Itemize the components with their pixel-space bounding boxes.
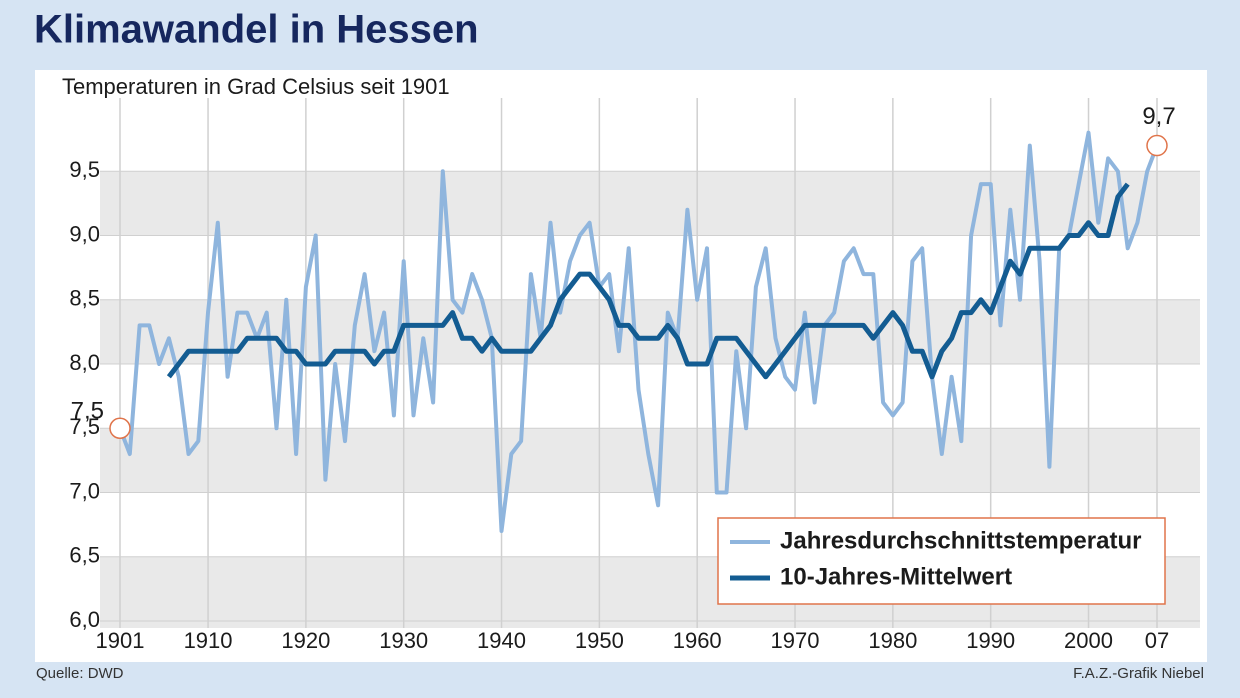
grid-band [100, 171, 1200, 236]
x-tick-label: 1901 [96, 628, 145, 653]
x-tick-label: 07 [1145, 628, 1169, 653]
data-line [118, 130, 1159, 533]
grid-band [100, 299, 1200, 364]
x-tick-label: 2000 [1064, 628, 1113, 653]
data-line [166, 182, 1130, 380]
x-tick-label: 1940 [477, 628, 526, 653]
chart-title: Klimawandel in Hessen [34, 8, 479, 52]
x-tick-label: 1960 [673, 628, 722, 653]
annotation-marker [1146, 134, 1168, 157]
x-tick-label: 1910 [184, 628, 233, 653]
y-tick-label: 8,0 [69, 350, 100, 375]
y-tick-label: 7,0 [69, 478, 100, 503]
annotation-label: 7,5 [71, 398, 104, 425]
x-tick-label: 1930 [379, 628, 428, 653]
annotation-label: 9,7 [1142, 103, 1175, 130]
y-tick-label: 6,5 [69, 543, 100, 568]
credit: F.A.Z.-Grafik Niebel [1073, 665, 1204, 682]
legend-label: Jahresdurchschnittstemperatur [780, 527, 1141, 554]
y-tick-label: 6,0 [69, 607, 100, 632]
y-tick-label: 7,5 [69, 414, 100, 439]
x-tick-label: 1920 [281, 628, 330, 653]
annotation-marker [109, 417, 131, 439]
x-tick-label: 1990 [966, 628, 1015, 653]
legend-label: 10-Jahres-Mittelwert [780, 563, 1012, 590]
x-tick-label: 1950 [575, 628, 624, 653]
y-tick-label: 9,5 [69, 157, 100, 182]
legend-box [717, 517, 1166, 605]
x-tick-label: 1980 [868, 628, 917, 653]
x-tick-label: 1970 [771, 628, 820, 653]
source: Quelle: DWD [36, 665, 124, 682]
y-tick-label: 9,0 [69, 221, 100, 246]
chart-subtitle: Temperaturen in Grad Celsius seit 1901 [62, 74, 450, 99]
y-tick-label: 8,5 [69, 286, 100, 311]
